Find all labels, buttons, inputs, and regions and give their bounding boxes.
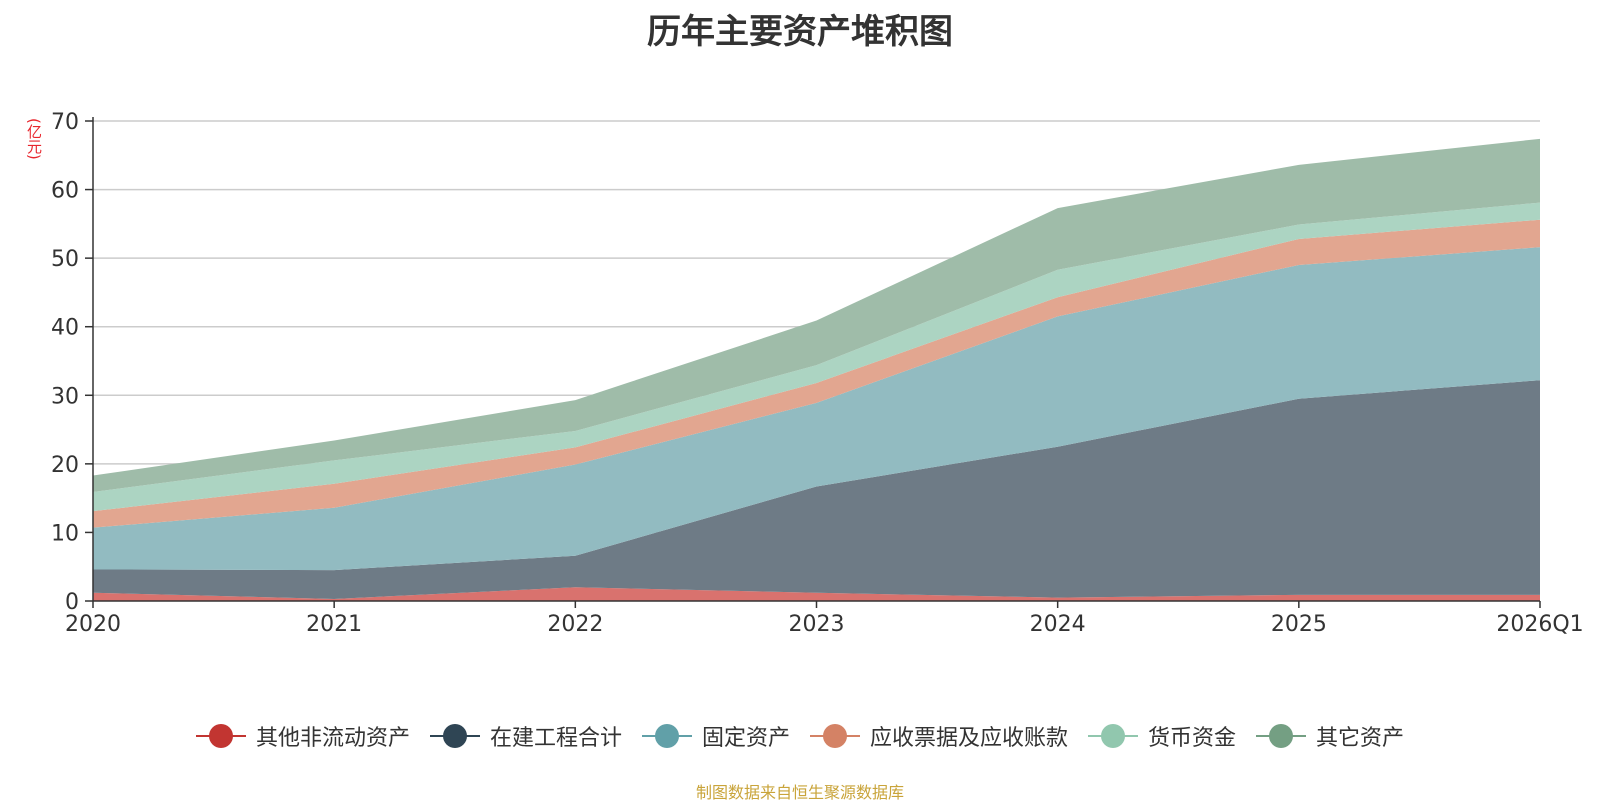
x-tick-label: 2022 xyxy=(547,612,603,637)
x-tick-label: 2023 xyxy=(789,612,845,637)
legend-label: 固定资产 xyxy=(701,726,790,751)
x-tick-label: 2026Q1 xyxy=(1496,612,1583,637)
y-tick-label: 20 xyxy=(51,453,79,478)
legend-label: 应收票据及应收账款 xyxy=(870,726,1069,751)
data-source-note: 制图数据来自恒生聚源数据库 xyxy=(695,783,904,802)
x-tick-label: 2020 xyxy=(65,612,121,637)
y-tick-label: 30 xyxy=(51,384,79,409)
legend-marker-icon xyxy=(641,723,692,749)
y-tick-label: 10 xyxy=(51,521,79,546)
y-axis-unit-label: (亿元) xyxy=(25,118,43,160)
area-series-4 xyxy=(93,219,1540,528)
y-tick-label: 40 xyxy=(51,316,79,341)
axes: 0 10 20 30 40 50 60 70 2020 2021 2022 2023 2024 2025 2… xyxy=(51,110,1584,637)
legend-item-5[interactable]: 货币资金 xyxy=(1088,720,1236,752)
y-tick-label: 70 xyxy=(51,110,79,135)
area-series-2 xyxy=(93,380,1540,599)
legend-item-2[interactable]: 在建工程合计 xyxy=(429,720,622,752)
legend-label: 其它资产 xyxy=(1316,726,1405,751)
x-tick-label: 2024 xyxy=(1030,612,1086,637)
area-series-5 xyxy=(93,202,1540,512)
area-series-3 xyxy=(93,247,1540,571)
area-series-6 xyxy=(93,138,1540,492)
area-series xyxy=(93,138,1540,601)
x-tick-label: 2021 xyxy=(306,612,362,637)
legend-label: 货币资金 xyxy=(1148,726,1237,751)
legend: 其他非流动资产 在建工程合计 固定资产 应收票据及应收账款 货币资金 其它资产 xyxy=(0,718,1600,754)
legend-item-1[interactable]: 其他非流动资产 xyxy=(195,720,410,752)
legend-marker-icon xyxy=(1088,723,1139,749)
legend-marker-icon xyxy=(195,723,246,749)
legend-label: 在建工程合计 xyxy=(489,726,622,751)
legend-marker-icon xyxy=(1256,723,1307,749)
y-tick-label: 50 xyxy=(51,247,79,272)
chart-title: 历年主要资产堆积图 xyxy=(647,12,953,52)
y-tick-label: 0 xyxy=(65,590,79,615)
x-tick-label: 2025 xyxy=(1271,612,1327,637)
legend-marker-icon xyxy=(429,723,480,749)
area-series-1 xyxy=(93,587,1540,601)
legend-label: 其他非流动资产 xyxy=(255,726,410,751)
y-tick-label: 60 xyxy=(51,179,79,204)
legend-marker-icon xyxy=(810,723,860,749)
legend-item-3[interactable]: 固定资产 xyxy=(641,720,790,752)
legend-item-6[interactable]: 其它资产 xyxy=(1256,720,1404,752)
legend-item-4[interactable]: 应收票据及应收账款 xyxy=(810,720,1068,752)
